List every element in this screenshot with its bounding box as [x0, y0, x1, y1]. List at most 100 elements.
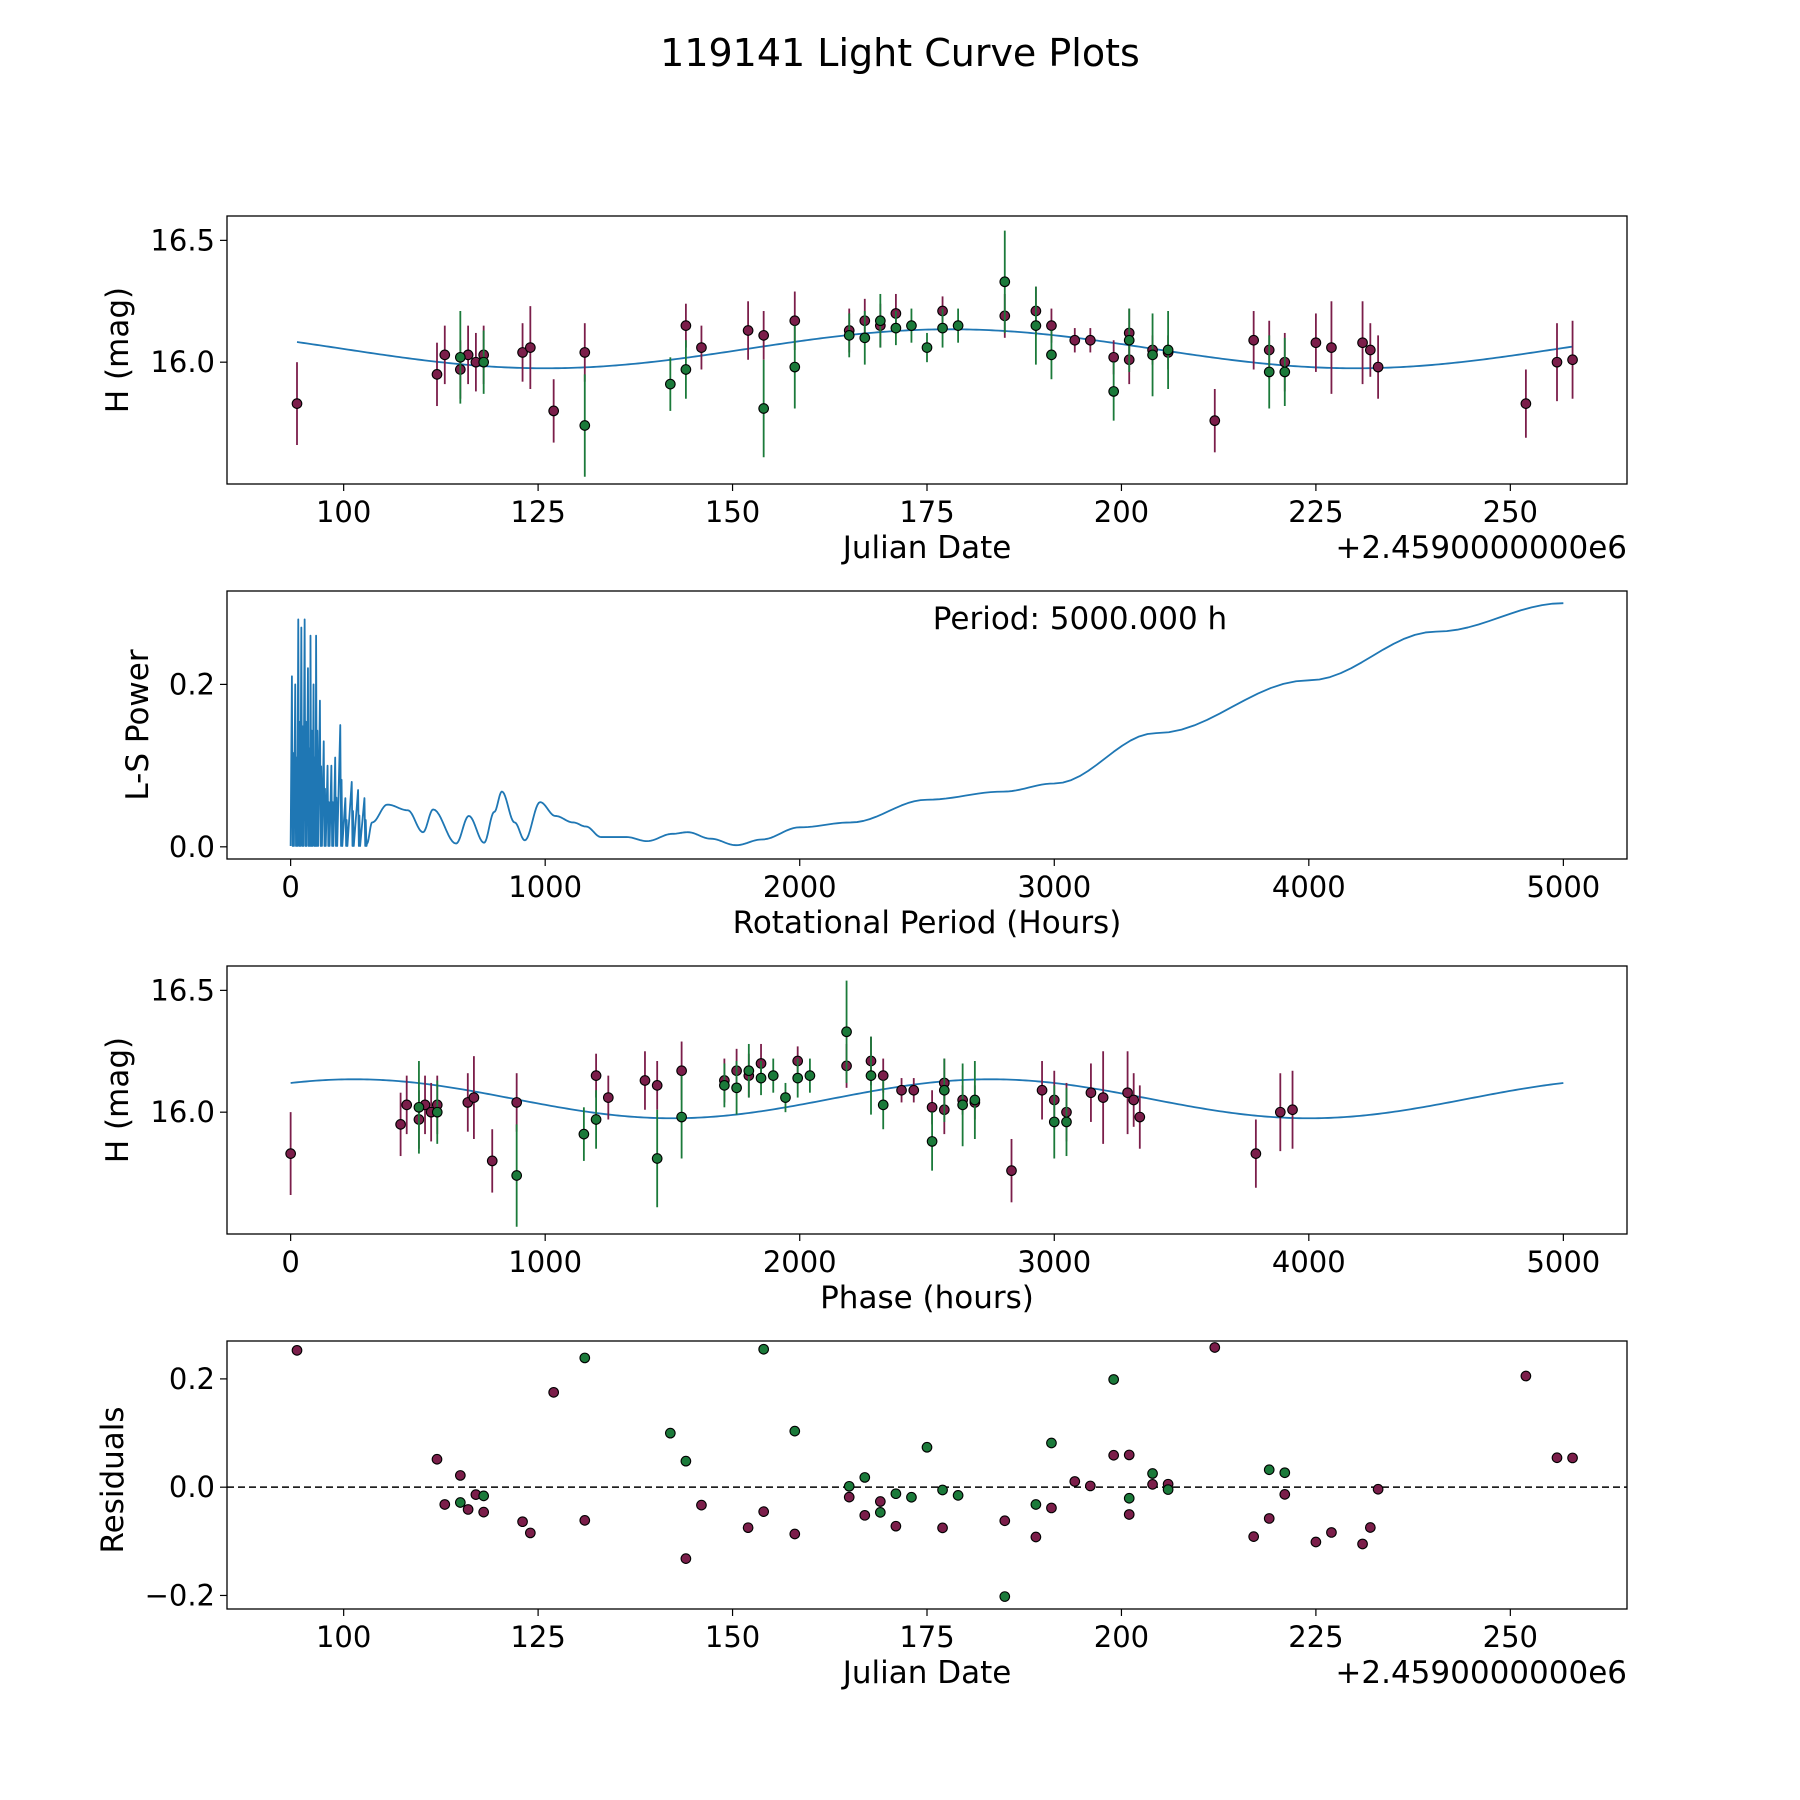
x-tick-label: 3000 [1017, 870, 1091, 904]
data-point [877, 1070, 889, 1081]
data-point [1364, 344, 1376, 356]
data-point [1030, 320, 1042, 331]
data-point [454, 1470, 466, 1481]
x-tick-label: 4000 [1272, 1245, 1346, 1279]
data-point [1123, 334, 1135, 346]
x-tick-label: 250 [1483, 1620, 1538, 1654]
data-point [1147, 349, 1158, 361]
data-point [1279, 366, 1291, 378]
residuals-ticks: 100 125 150 175 200 225 250 −0.2 0.0 0.2 [145, 1362, 1538, 1654]
data-point [1263, 1513, 1275, 1524]
data-point [291, 1344, 303, 1356]
data-point [937, 322, 948, 334]
x-tick-label: 2000 [763, 1245, 837, 1279]
data-point [590, 1070, 602, 1081]
data-point [921, 1441, 933, 1453]
data-point [1061, 1116, 1072, 1128]
data-point [743, 1065, 755, 1077]
x-tick-label: 125 [510, 1620, 565, 1654]
data-point [1046, 1502, 1057, 1514]
data-point [696, 342, 707, 353]
lightcurve-offset-text: +2.4590000000e6 [1335, 530, 1627, 566]
periodogram-frame [226, 590, 1628, 860]
x-tick-label: 5000 [1526, 870, 1600, 904]
data-point [680, 364, 692, 375]
data-point [413, 1101, 425, 1113]
data-point [874, 1496, 886, 1507]
data-point [789, 315, 801, 327]
data-point [908, 1084, 920, 1096]
y-tick-label: 16.5 [150, 973, 215, 1007]
data-point [843, 1480, 855, 1492]
data-point [285, 1148, 296, 1159]
data-point [921, 342, 933, 353]
data-point [1279, 1467, 1291, 1479]
data-point [1372, 361, 1384, 373]
data-point [431, 369, 443, 380]
x-tick-label: 4000 [1272, 870, 1346, 904]
data-point [511, 1170, 523, 1181]
data-point [486, 1155, 498, 1167]
data-point [639, 1075, 651, 1086]
periodogram-line [289, 602, 1564, 847]
data-point [1046, 320, 1057, 331]
x-tick-label: 1000 [508, 1245, 582, 1279]
residuals-frame [226, 1340, 1628, 1610]
data-point [1069, 1476, 1081, 1487]
data-point [524, 342, 536, 353]
data-point [579, 420, 591, 431]
data-point [906, 320, 917, 331]
data-point [767, 1070, 779, 1081]
residuals-offset-text: +2.4590000000e6 [1335, 1655, 1627, 1691]
x-tick-label: 125 [510, 495, 565, 529]
phased-ticks: 0 1000 2000 3000 4000 5000 16.0 16.5 [150, 973, 1600, 1279]
data-point [1357, 1538, 1368, 1550]
data-point [758, 403, 770, 414]
data-point [926, 1136, 938, 1147]
period-annotation: Period: 5000.000 h [933, 601, 1227, 637]
y-tick-label: 16.5 [150, 223, 215, 257]
data-point [1084, 334, 1096, 346]
data-point [731, 1082, 742, 1094]
x-tick-label: 225 [1288, 495, 1343, 529]
data-point [969, 1094, 981, 1106]
data-point [841, 1026, 852, 1038]
data-point [1567, 1452, 1578, 1464]
x-tick-label: 225 [1288, 1620, 1343, 1654]
data-point [1567, 354, 1578, 366]
data-point [578, 1128, 590, 1140]
data-point [1036, 1084, 1048, 1096]
x-tick-label: 0 [281, 870, 299, 904]
data-point [1085, 1087, 1097, 1099]
data-point [937, 1484, 948, 1496]
data-point [1128, 1094, 1140, 1106]
data-point [579, 1515, 591, 1526]
data-point [1122, 1087, 1133, 1099]
figure-title: 119141 Light Curve Plots [660, 31, 1140, 75]
data-point [1084, 1480, 1096, 1492]
data-point [906, 1491, 917, 1503]
data-point [957, 1099, 968, 1111]
y-tick-label: 0.0 [169, 830, 215, 864]
data-point [890, 1520, 902, 1532]
data-point [874, 1507, 886, 1518]
data-point [1030, 1531, 1042, 1543]
data-point [1030, 1499, 1042, 1510]
data-point [1248, 1531, 1260, 1542]
data-point [548, 1386, 560, 1398]
periodogram-ticks: 0 1000 2000 3000 4000 5000 0.0 0.2 [169, 667, 1600, 904]
data-point [1108, 386, 1120, 397]
data-point [890, 322, 902, 334]
data-point [1134, 1111, 1146, 1123]
data-point [651, 1080, 663, 1091]
x-tick-label: 100 [316, 495, 371, 529]
data-point [1209, 415, 1221, 427]
y-tick-label: −0.2 [145, 1578, 215, 1612]
phased-ylabel: H (mag) [100, 1037, 136, 1163]
data-point [789, 361, 801, 373]
lightcurve-xlabel: Julian Date [841, 530, 1012, 566]
data-point [780, 1092, 791, 1103]
data-point [1123, 1492, 1135, 1504]
data-point [439, 1499, 451, 1510]
